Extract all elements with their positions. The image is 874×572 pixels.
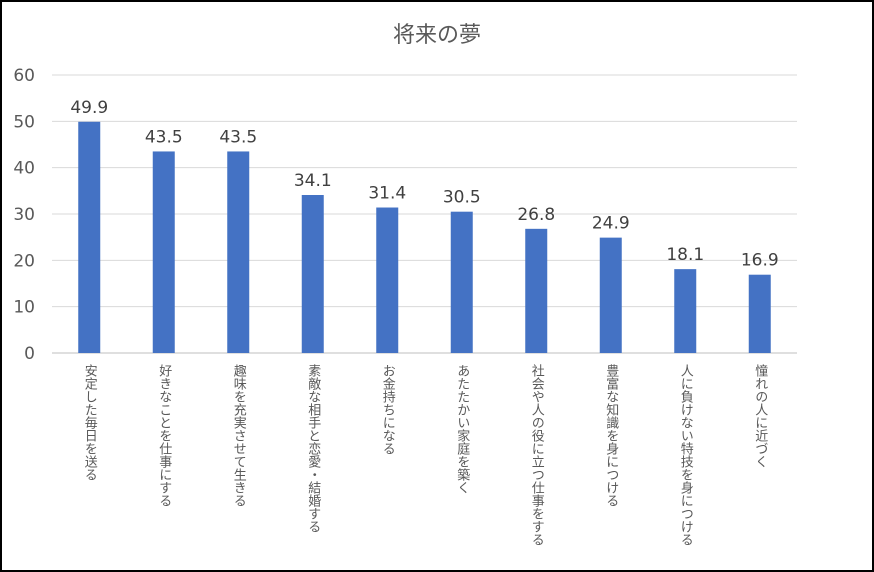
bar bbox=[525, 228, 548, 353]
bar bbox=[301, 195, 324, 353]
category-labels: 安定した毎日を送る 好きなことを仕事にする 趣味を充実させて生きる 素敵な相手と恋愛・… bbox=[82, 363, 768, 546]
bar bbox=[227, 151, 250, 353]
category-label: あたたかい家庭を築く bbox=[454, 364, 470, 494]
category-label: 社会や人の役に立つ仕事をする bbox=[529, 363, 545, 546]
y-tick-label: 40 bbox=[13, 159, 35, 179]
data-label: 24.9 bbox=[592, 214, 630, 234]
y-tick-label: 50 bbox=[13, 112, 35, 132]
category-label: 趣味を充実させて生きる bbox=[231, 364, 247, 507]
category-label: 人に負けない特技を身につける bbox=[678, 364, 694, 546]
y-tick-label: 10 bbox=[13, 298, 35, 318]
data-label: 49.9 bbox=[70, 98, 108, 118]
data-label: 43.5 bbox=[219, 127, 257, 147]
category-label: 豊富な知識を身につける bbox=[603, 364, 619, 507]
chart-title: 将来の夢 bbox=[393, 23, 481, 48]
category-label: 素敵な相手と恋愛・結婚する bbox=[305, 364, 321, 533]
category-label: 安定した毎日を送る bbox=[82, 364, 98, 481]
bar bbox=[450, 211, 473, 353]
bar bbox=[78, 121, 101, 354]
data-label: 31.4 bbox=[368, 184, 406, 204]
gridlines bbox=[52, 74, 797, 354]
data-labels: 49.9 43.5 43.5 34.1 31.4 30.5 26.8 24.9 18.1 16.9 bbox=[70, 98, 778, 271]
category-label: 好きなことを仕事にする bbox=[156, 364, 172, 507]
data-label: 26.8 bbox=[517, 205, 555, 225]
data-label: 43.5 bbox=[145, 127, 183, 147]
y-tick-label: 20 bbox=[13, 251, 35, 271]
data-label: 34.1 bbox=[294, 171, 332, 191]
data-label: 30.5 bbox=[443, 188, 481, 208]
bar bbox=[599, 237, 622, 353]
bar bbox=[152, 151, 175, 353]
category-label: 憧れの人に近づく bbox=[752, 364, 768, 468]
bar bbox=[674, 269, 697, 353]
y-tick-label: 0 bbox=[24, 344, 35, 364]
y-axis-ticks: 0 10 20 30 40 50 60 bbox=[13, 66, 35, 364]
category-label: お金持ちになる bbox=[380, 364, 396, 455]
bars bbox=[78, 121, 771, 354]
y-tick-label: 30 bbox=[13, 205, 35, 225]
data-label: 18.1 bbox=[666, 245, 704, 265]
data-label: 16.9 bbox=[741, 251, 779, 271]
bar bbox=[376, 207, 399, 353]
bar bbox=[748, 274, 771, 353]
y-tick-label: 60 bbox=[13, 66, 35, 86]
